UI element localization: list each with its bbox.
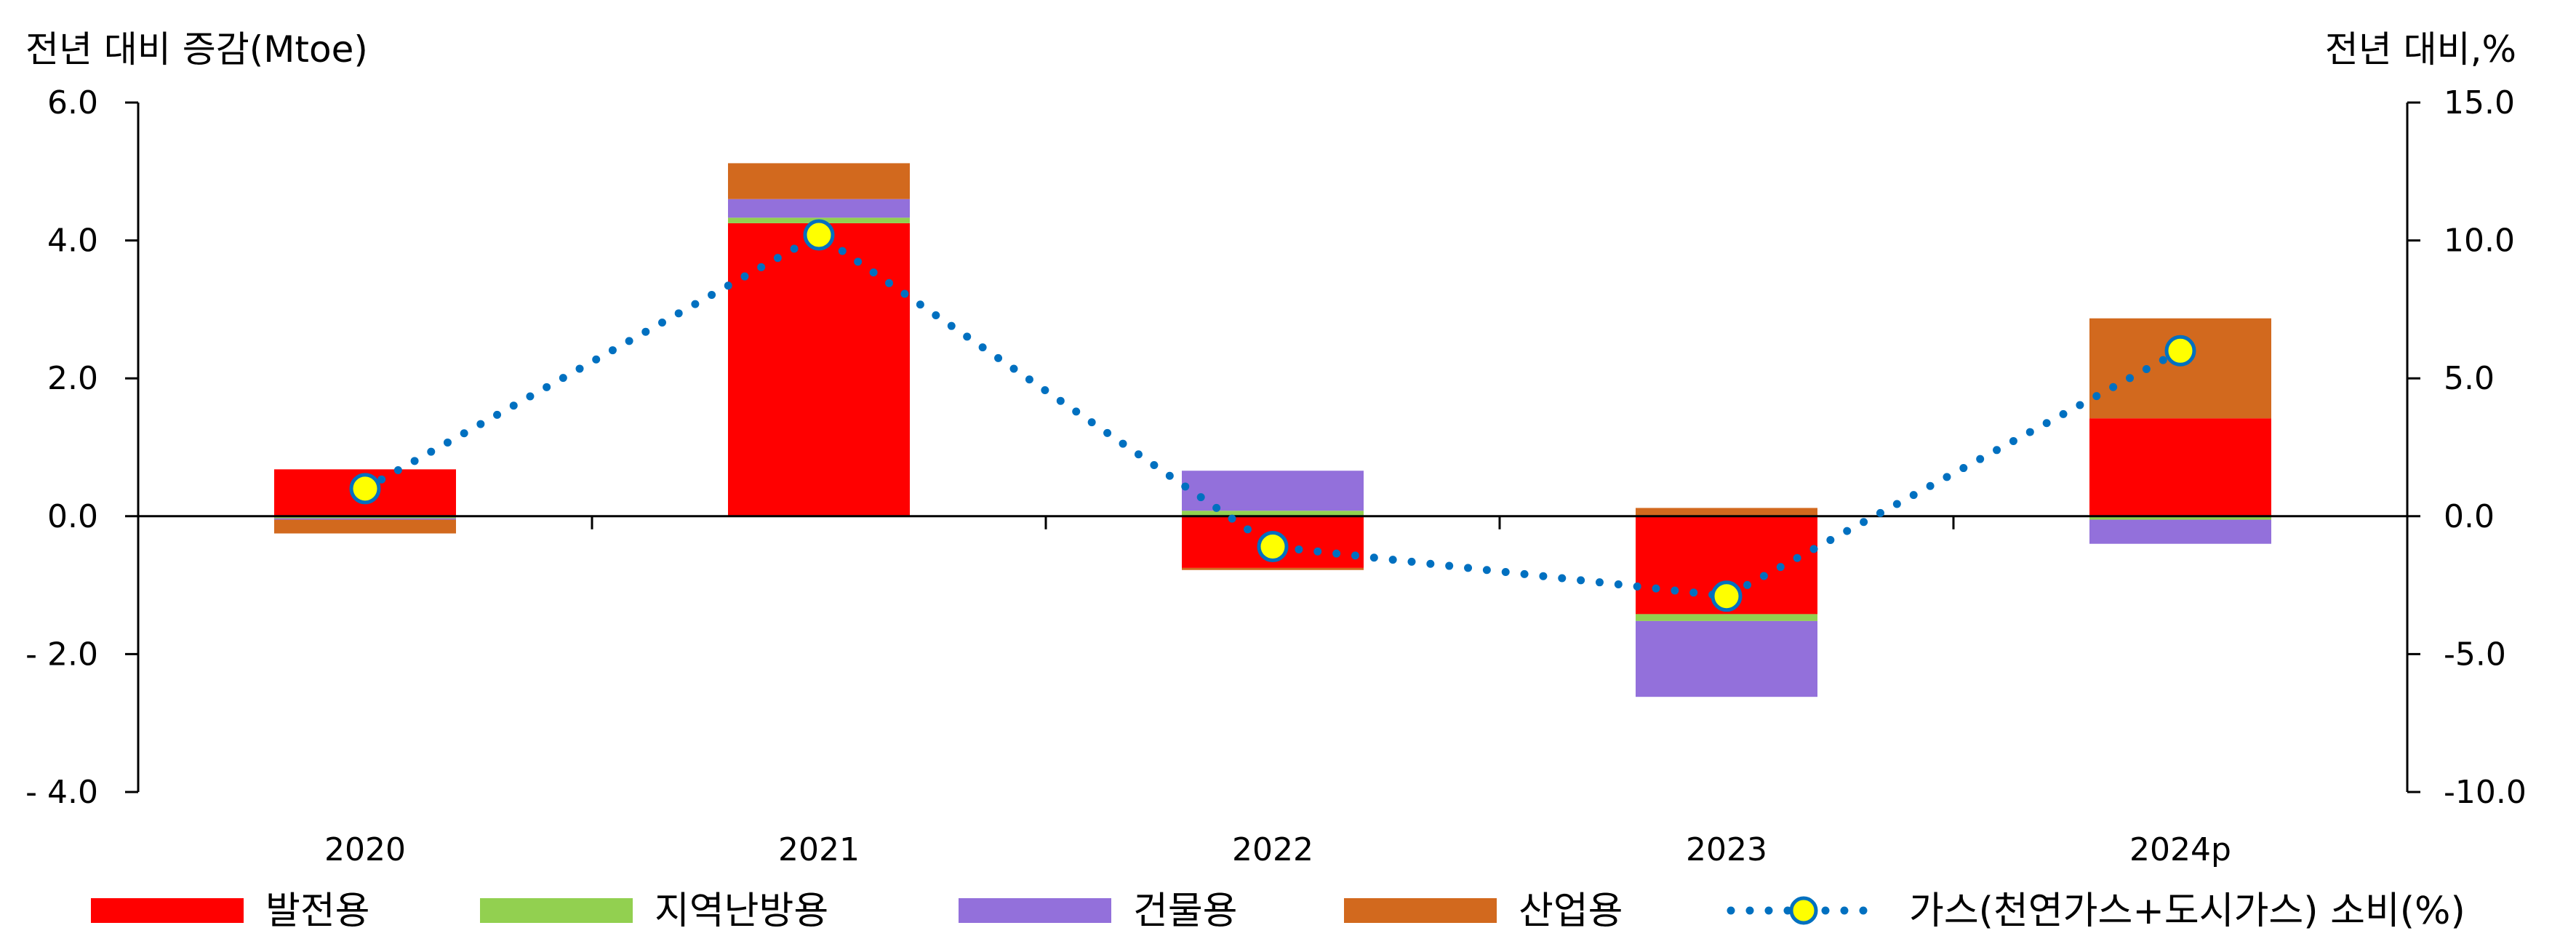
bar-segment: [2089, 418, 2271, 516]
legend-swatch: [480, 898, 633, 923]
left-tick-label: 2.0: [47, 360, 98, 397]
legend-label: 건물용: [1133, 889, 1238, 933]
right-tick-label: 10.0: [2444, 223, 2515, 260]
category-label: 2024p: [2129, 831, 2231, 868]
right-tick-label: 5.0: [2444, 360, 2495, 397]
legend-label: 산업용: [1519, 889, 1623, 933]
category-label: 2021: [778, 831, 860, 868]
bar-segment: [1182, 471, 1364, 511]
axes: 6.0 4.0 2.0 0.0 - 2.0 - 4.0 15.0 10.0 5.0 0.0 -5.0…: [25, 84, 2527, 811]
line-marker: [1257, 531, 1289, 563]
bar-series: [274, 163, 2271, 697]
line-series: [349, 219, 2196, 612]
bar-segment: [728, 163, 910, 199]
legend: 발전용 지역난방용 건물용 산업용 가스(천연가스+도시가스) 소비(%): [91, 889, 2465, 933]
right-axis-title: 전년 대비,%: [2325, 28, 2516, 71]
right-tick-label: 0.0: [2444, 498, 2495, 535]
right-tick-label: -10.0: [2444, 774, 2527, 811]
bar-segment: [274, 519, 456, 534]
bar-segment: [1636, 620, 1817, 697]
bar-segment: [1182, 567, 1364, 570]
line-marker: [349, 473, 381, 505]
right-tick-label: -5.0: [2444, 636, 2506, 673]
line-marker: [2164, 335, 2196, 367]
category-label: 2022: [1232, 831, 1313, 868]
legend-label: 지역난방용: [655, 889, 828, 933]
category-labels: 2020 2021 2022 2023 2024p: [324, 831, 2231, 868]
left-axis-title: 전년 대비 증감(Mtoe): [25, 28, 368, 71]
legend-swatch: [959, 898, 1111, 923]
bar-segment: [728, 199, 910, 218]
left-tick-label: 6.0: [47, 84, 98, 121]
left-tick-label: - 2.0: [25, 636, 98, 673]
bar-segment: [1636, 614, 1817, 621]
legend-marker-swatch: [1789, 896, 1818, 925]
line-marker: [803, 219, 835, 251]
right-tick-label: 15.0: [2444, 84, 2515, 121]
left-tick-label: 4.0: [47, 223, 98, 260]
left-tick-label: 0.0: [47, 498, 98, 535]
zero-baseline: [138, 515, 2407, 529]
bar-segment: [728, 223, 910, 516]
legend-swatch: [1344, 898, 1497, 923]
left-tick-label: - 4.0: [25, 774, 98, 811]
bar-segment: [1182, 511, 1364, 516]
line-marker: [1711, 580, 1743, 612]
bar-segment: [2089, 318, 2271, 419]
legend-label: 발전용: [265, 889, 370, 933]
legend-swatch: [91, 898, 244, 923]
bar-segment: [2089, 519, 2271, 544]
bar-segment: [274, 518, 456, 520]
line-path: [361, 230, 2185, 601]
category-label: 2023: [1686, 831, 1767, 868]
bar-segment: [1636, 508, 1817, 516]
bar-segment: [2089, 516, 2271, 520]
category-label: 2020: [324, 831, 406, 868]
legend-label: 가스(천연가스+도시가스) 소비(%): [1909, 889, 2465, 933]
